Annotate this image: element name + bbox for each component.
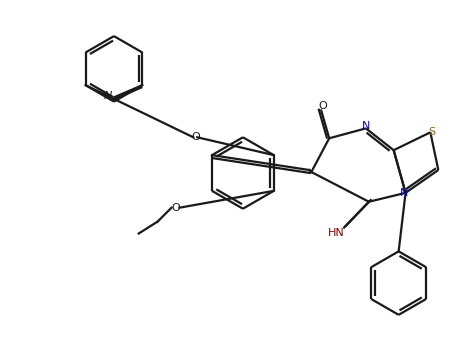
- Text: S: S: [428, 127, 435, 137]
- Text: O: O: [318, 100, 327, 110]
- Text: O: O: [191, 132, 200, 142]
- Text: N: N: [103, 91, 112, 101]
- Text: N: N: [399, 188, 408, 198]
- Text: N: N: [362, 121, 370, 131]
- Text: O: O: [171, 203, 180, 213]
- Text: HN: HN: [328, 227, 344, 237]
